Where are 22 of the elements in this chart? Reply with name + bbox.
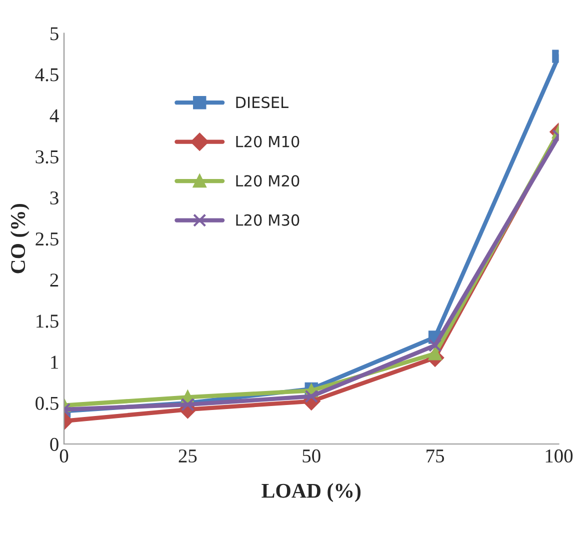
y-tick-label: 0.5 xyxy=(36,396,58,410)
x-axis-title: LOAD (%) xyxy=(262,483,361,502)
y-tick-label: 2 xyxy=(50,274,58,286)
y-tick-label: 1 xyxy=(51,356,58,369)
y-tick-label: 5 xyxy=(50,27,58,40)
y-tick-label: 3 xyxy=(50,191,58,205)
x-tick-label: 100 xyxy=(546,449,573,463)
x-tick-label: 75 xyxy=(426,450,444,463)
x-tick-label: 0 xyxy=(60,449,68,463)
y-tick-label: 3.5 xyxy=(36,150,58,164)
legend-label: DIESEL xyxy=(236,96,288,108)
y-tick-label: 2.5 xyxy=(36,232,58,246)
y-tick-label: 4 xyxy=(50,109,59,122)
x-tick-label: 25 xyxy=(178,449,197,463)
y-tick-label: 0 xyxy=(50,438,58,451)
legend-label: L20 M30 xyxy=(236,214,300,226)
legend-label: L20 M10 xyxy=(236,136,300,148)
x-tick-label: 50 xyxy=(302,449,320,463)
legend-label: L20 M20 xyxy=(236,175,300,187)
y-axis-title: CO (%) xyxy=(10,204,30,274)
y-tick-label: 4.5 xyxy=(35,68,58,82)
y-tick-label: 1.5 xyxy=(36,314,58,328)
